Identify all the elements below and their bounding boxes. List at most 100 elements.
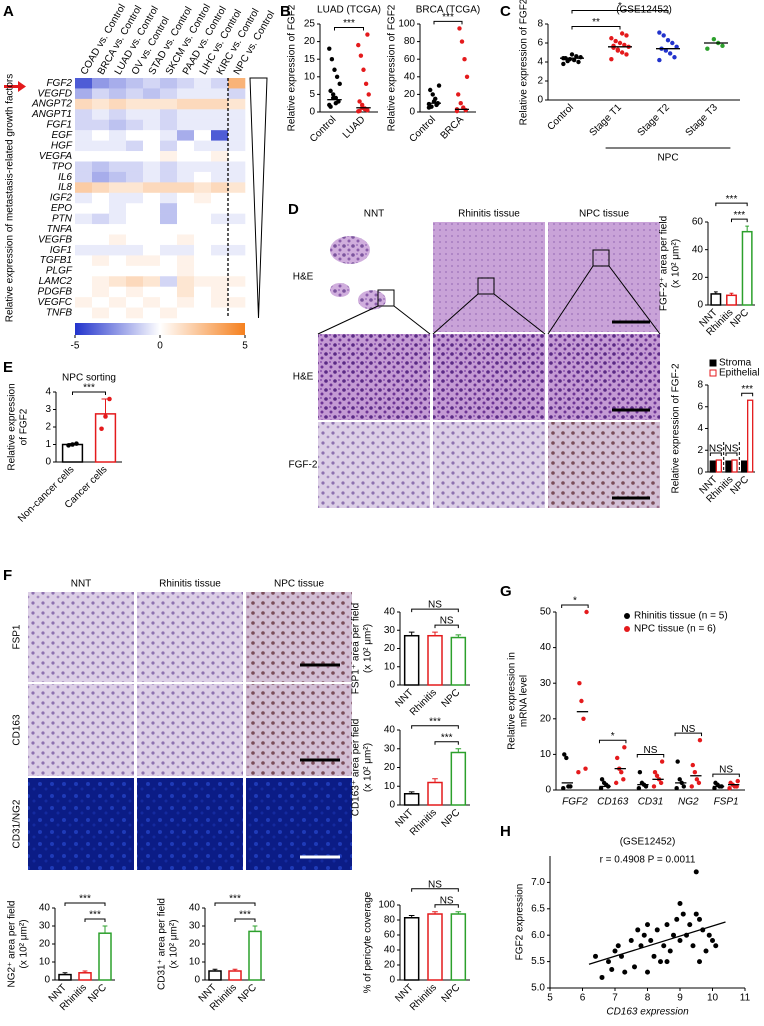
bar (403, 634, 420, 686)
heatmap-cell (160, 151, 178, 162)
data-point (657, 30, 662, 35)
heatmap-cell (92, 286, 110, 298)
data-point (687, 922, 693, 928)
row-label: EGF (51, 130, 72, 141)
bar (61, 443, 84, 463)
row-label: ANGPT1 (31, 109, 72, 120)
y-tick-label: 10 (384, 781, 396, 792)
data-point (593, 953, 598, 959)
heatmap-cell (126, 171, 144, 183)
colorbar (75, 323, 245, 335)
data-point (641, 932, 647, 938)
micrograph (433, 422, 545, 508)
heatmap-cell (109, 265, 127, 277)
heatmap-cell (126, 224, 144, 235)
significance-label: NS (725, 444, 739, 455)
significance-bracket (433, 20, 463, 25)
heatmap-cell (211, 78, 229, 89)
heatmap-cell (75, 213, 93, 225)
heatmap-cell (75, 98, 93, 110)
chart-title: LUAD (TCGA) (317, 5, 381, 16)
y-tick-label: 10 (384, 661, 396, 672)
error-bar (232, 968, 238, 971)
significance-label: *** (741, 384, 753, 395)
row-label: PLGF (46, 266, 73, 277)
data-point (674, 786, 679, 791)
column-title: Rhinitis tissue (159, 579, 221, 590)
data-point (712, 786, 717, 791)
row-label: TPO (51, 161, 72, 172)
data-point (74, 441, 79, 446)
heatmap-cell (126, 140, 144, 152)
heatmap-cell (228, 161, 246, 173)
micrograph (433, 222, 545, 332)
data-point (609, 36, 614, 41)
heatmap-cell (228, 171, 246, 183)
x-tick-label: Control (407, 114, 438, 145)
data-point (713, 780, 718, 786)
data-point (565, 58, 570, 64)
data-point (613, 38, 618, 44)
y-tick-label: 40 (692, 244, 704, 255)
micrograph (433, 334, 545, 420)
x-tick-label: Control (308, 114, 339, 145)
heatmap-cell (126, 234, 144, 246)
heatmap-cell (109, 276, 127, 287)
heatmap-cell (194, 192, 212, 204)
micrograph (28, 778, 134, 870)
y-axis-label: FGF2 expression (515, 884, 526, 961)
data-point (628, 937, 634, 943)
heatmap-cell (109, 161, 127, 173)
heatmap-cell (75, 224, 93, 235)
data-point (677, 777, 682, 782)
heatmap-cell (194, 244, 212, 256)
heatmap-cell (92, 119, 110, 131)
bar (208, 970, 222, 981)
bar (98, 932, 112, 981)
heatmap-cell (160, 286, 178, 298)
data-point (675, 759, 680, 764)
y-axis-label: NG2⁺ area per field (7, 901, 18, 988)
heatmap-cell (160, 224, 178, 235)
significance-bracket (725, 452, 738, 457)
data-point (598, 786, 604, 791)
x-tick-label: NPC (440, 982, 463, 1005)
heatmap-cell (177, 224, 195, 235)
data-point (461, 105, 466, 110)
error-bar (82, 970, 88, 973)
heatmap-cell (194, 78, 212, 89)
significance-label: *** (733, 210, 745, 221)
y-tick-label: 2 (537, 76, 543, 87)
heatmap-cell (160, 307, 178, 319)
data-point (428, 87, 433, 93)
y-tick-label: 40 (384, 945, 396, 956)
micrograph (246, 778, 352, 870)
bar (228, 970, 242, 981)
x-tick-label: FGF2 (562, 797, 588, 808)
heatmap-cell (126, 192, 144, 204)
heatmap-cell (109, 255, 127, 267)
zoom-box (592, 249, 610, 267)
heatmap-cell (177, 78, 195, 89)
heatmap-cell (143, 234, 161, 246)
heatmap-cell (177, 244, 195, 256)
heatmap-cell (194, 171, 212, 183)
significance-label: NS (644, 745, 658, 756)
x-tick-label: Stage T2 (636, 102, 673, 139)
data-point (713, 943, 719, 949)
data-point (613, 780, 619, 786)
heatmap-cell (194, 234, 212, 246)
data-point (329, 57, 335, 62)
data-point (677, 937, 683, 943)
data-point (462, 57, 467, 62)
significance-label: * (573, 596, 577, 607)
data-point (566, 784, 571, 789)
y-tick-label: 4 (45, 387, 51, 398)
heatmap-cell (143, 161, 161, 173)
heatmap-cell (75, 203, 93, 214)
heatmap-cell (194, 276, 212, 287)
trend-line (588, 921, 726, 965)
data-point (658, 780, 664, 786)
significance-bracket (234, 918, 256, 922)
y-tick-label: 15 (304, 54, 316, 65)
